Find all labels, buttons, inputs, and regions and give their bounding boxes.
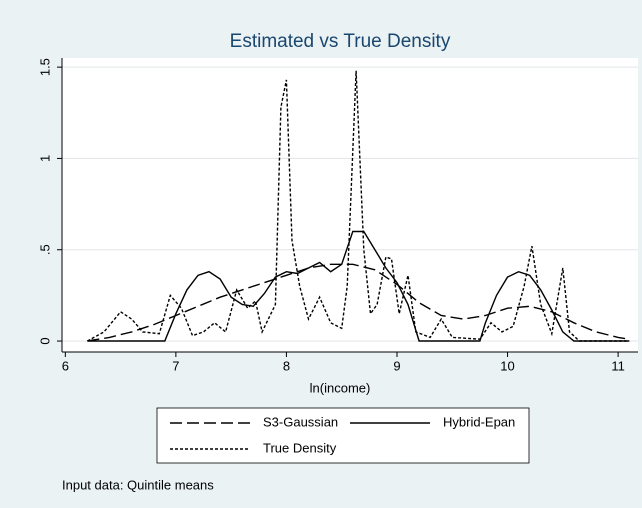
x-tick-label: 10: [500, 358, 514, 373]
legend: [156, 407, 530, 464]
series-line: [87, 230, 630, 342]
chart-title: Estimated vs True Density: [230, 31, 451, 52]
legend-label: Hybrid-Epan: [443, 414, 515, 429]
x-axis-label: ln(income): [310, 380, 371, 395]
y-tick-label: 1: [37, 155, 52, 162]
x-tick-label: 7: [172, 358, 179, 373]
legend-label: S3-Gaussian: [263, 414, 338, 429]
legend-label: True Density: [263, 440, 337, 455]
y-tick-label: 1.5: [37, 58, 52, 76]
x-tick-label: 11: [611, 358, 625, 373]
x-tick-label: 8: [283, 358, 290, 373]
series-line: [87, 70, 630, 342]
y-tick-label: .5: [37, 244, 52, 255]
x-tick-label: 6: [62, 358, 69, 373]
y-tick-label: 0: [37, 337, 52, 344]
note: Input data: Quintile means: [62, 477, 214, 492]
series-line: [87, 263, 630, 342]
x-tick-label: 9: [393, 358, 400, 373]
